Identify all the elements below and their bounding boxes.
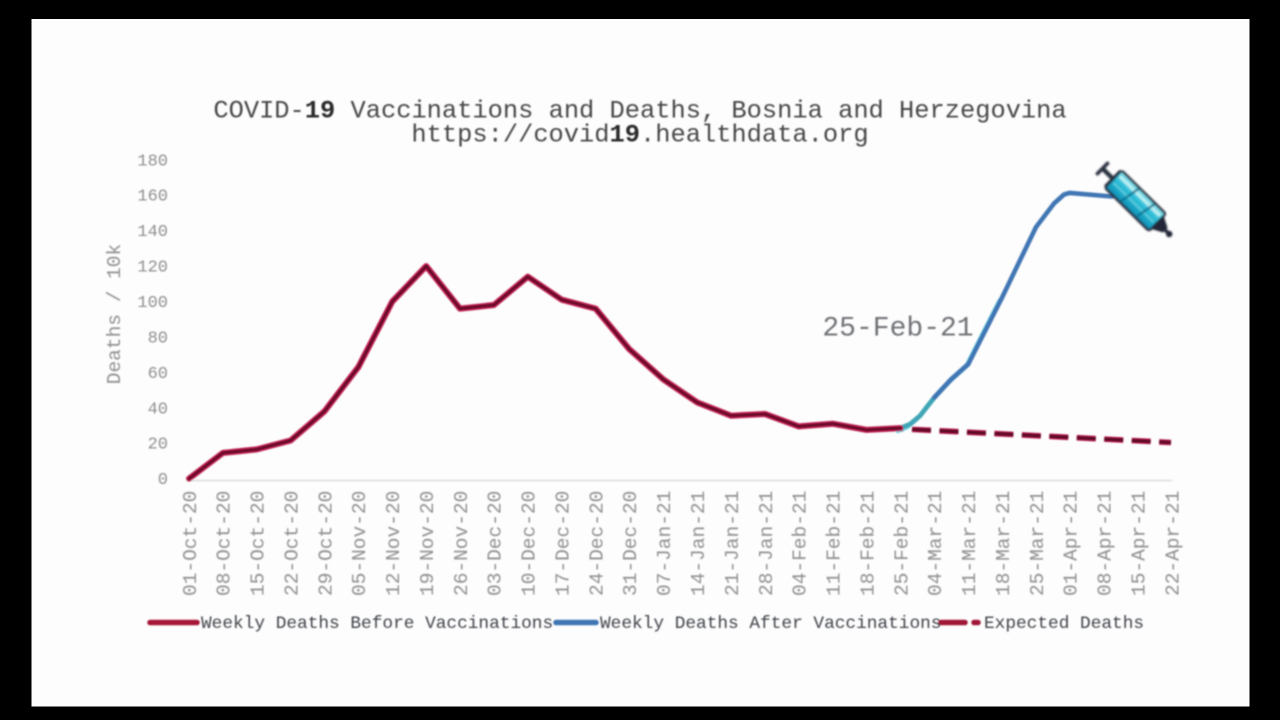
svg-text:24-Dec-20: 24-Dec-20 bbox=[586, 491, 608, 596]
svg-text:28-Jan-21: 28-Jan-21 bbox=[756, 491, 778, 596]
svg-text:29-Oct-20: 29-Oct-20 bbox=[315, 491, 337, 596]
svg-text:17-Dec-20: 17-Dec-20 bbox=[553, 491, 575, 596]
svg-text:08-Oct-20: 08-Oct-20 bbox=[214, 491, 236, 596]
svg-text:04-Mar-21: 04-Mar-21 bbox=[925, 491, 947, 596]
svg-text:18-Mar-21: 18-Mar-21 bbox=[993, 491, 1015, 596]
svg-text:60: 60 bbox=[148, 365, 168, 384]
svg-text:15-Oct-20: 15-Oct-20 bbox=[248, 491, 270, 596]
svg-text:14-Jan-21: 14-Jan-21 bbox=[688, 491, 710, 596]
svg-text:08-Apr-21: 08-Apr-21 bbox=[1095, 491, 1117, 596]
svg-text:11-Mar-21: 11-Mar-21 bbox=[959, 491, 981, 596]
svg-text:05-Nov-20: 05-Nov-20 bbox=[349, 491, 371, 596]
svg-text:07-Jan-21: 07-Jan-21 bbox=[654, 491, 676, 596]
svg-text:25-Mar-21: 25-Mar-21 bbox=[1027, 491, 1049, 596]
svg-text:03-Dec-20: 03-Dec-20 bbox=[485, 491, 507, 596]
svg-text:180: 180 bbox=[137, 152, 168, 171]
svg-text:COVID-19 Vaccinations and Deat: COVID-19 Vaccinations and Deaths, Bosnia… bbox=[213, 97, 1066, 126]
svg-text:10-Dec-20: 10-Dec-20 bbox=[519, 491, 541, 596]
svg-text:120: 120 bbox=[137, 259, 168, 278]
svg-text:Deaths / 10k: Deaths / 10k bbox=[104, 244, 126, 384]
svg-text:Weekly Deaths After Vaccinatio: Weekly Deaths After Vaccinations bbox=[600, 614, 941, 634]
svg-text:140: 140 bbox=[137, 223, 168, 242]
svg-text:21-Jan-21: 21-Jan-21 bbox=[722, 491, 744, 596]
svg-text:26-Nov-20: 26-Nov-20 bbox=[451, 491, 473, 596]
svg-text:22-Apr-21: 22-Apr-21 bbox=[1162, 491, 1184, 596]
svg-text:0: 0 bbox=[158, 471, 168, 490]
svg-text:20: 20 bbox=[148, 436, 168, 455]
svg-text:40: 40 bbox=[148, 400, 168, 419]
svg-text:Weekly Deaths Before Vaccinati: Weekly Deaths Before Vaccinations bbox=[201, 614, 553, 634]
svg-text:01-Oct-20: 01-Oct-20 bbox=[180, 491, 202, 596]
svg-text:04-Feb-21: 04-Feb-21 bbox=[790, 491, 812, 596]
svg-text:31-Dec-20: 31-Dec-20 bbox=[620, 491, 642, 596]
svg-text:22-Oct-20: 22-Oct-20 bbox=[281, 491, 303, 596]
svg-text:01-Apr-21: 01-Apr-21 bbox=[1061, 491, 1083, 596]
svg-text:25-Feb-21: 25-Feb-21 bbox=[822, 314, 973, 345]
svg-text:Expected Deaths: Expected Deaths bbox=[984, 614, 1144, 634]
svg-text:19-Nov-20: 19-Nov-20 bbox=[417, 491, 439, 596]
svg-text:25-Feb-21: 25-Feb-21 bbox=[891, 491, 913, 596]
svg-text:100: 100 bbox=[137, 294, 168, 313]
svg-text:160: 160 bbox=[137, 188, 168, 207]
svg-text:18-Feb-21: 18-Feb-21 bbox=[857, 491, 879, 596]
svg-text:11-Feb-21: 11-Feb-21 bbox=[824, 491, 846, 596]
svg-text:12-Nov-20: 12-Nov-20 bbox=[383, 491, 405, 596]
svg-text:80: 80 bbox=[148, 329, 168, 348]
svg-text:15-Apr-21: 15-Apr-21 bbox=[1128, 491, 1150, 596]
svg-text:https://covid19.healthdata.org: https://covid19.healthdata.org bbox=[411, 121, 868, 150]
